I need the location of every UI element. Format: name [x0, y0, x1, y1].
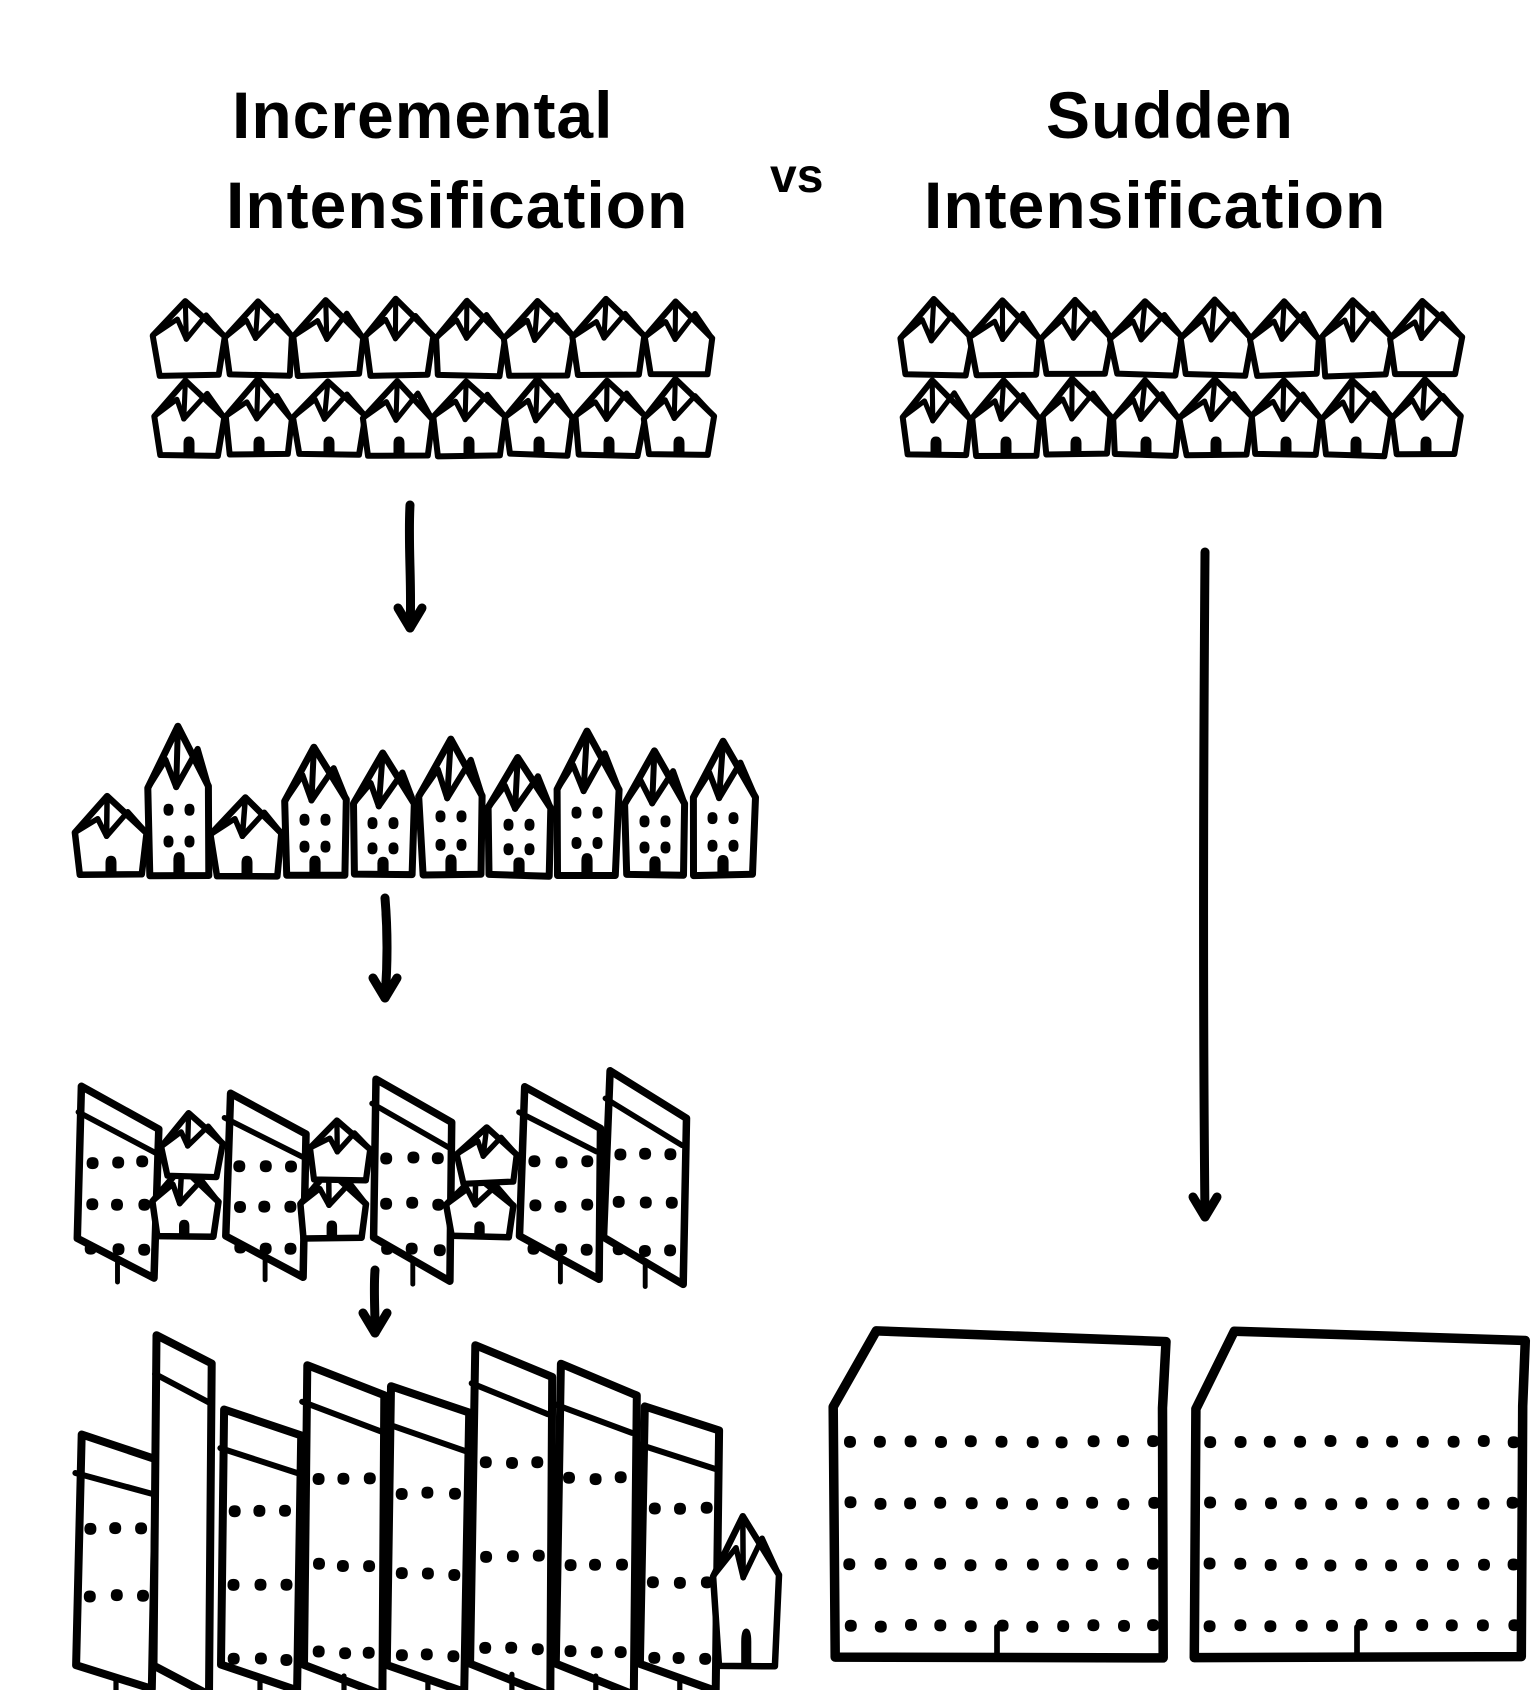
svg-text:Sudden: Sudden [1046, 78, 1294, 152]
svg-text:vs: vs [770, 150, 823, 203]
svg-text:Intensification: Intensification [226, 168, 688, 242]
svg-text:Intensification: Intensification [924, 168, 1386, 242]
svg-text:Incremental: Incremental [232, 78, 613, 152]
